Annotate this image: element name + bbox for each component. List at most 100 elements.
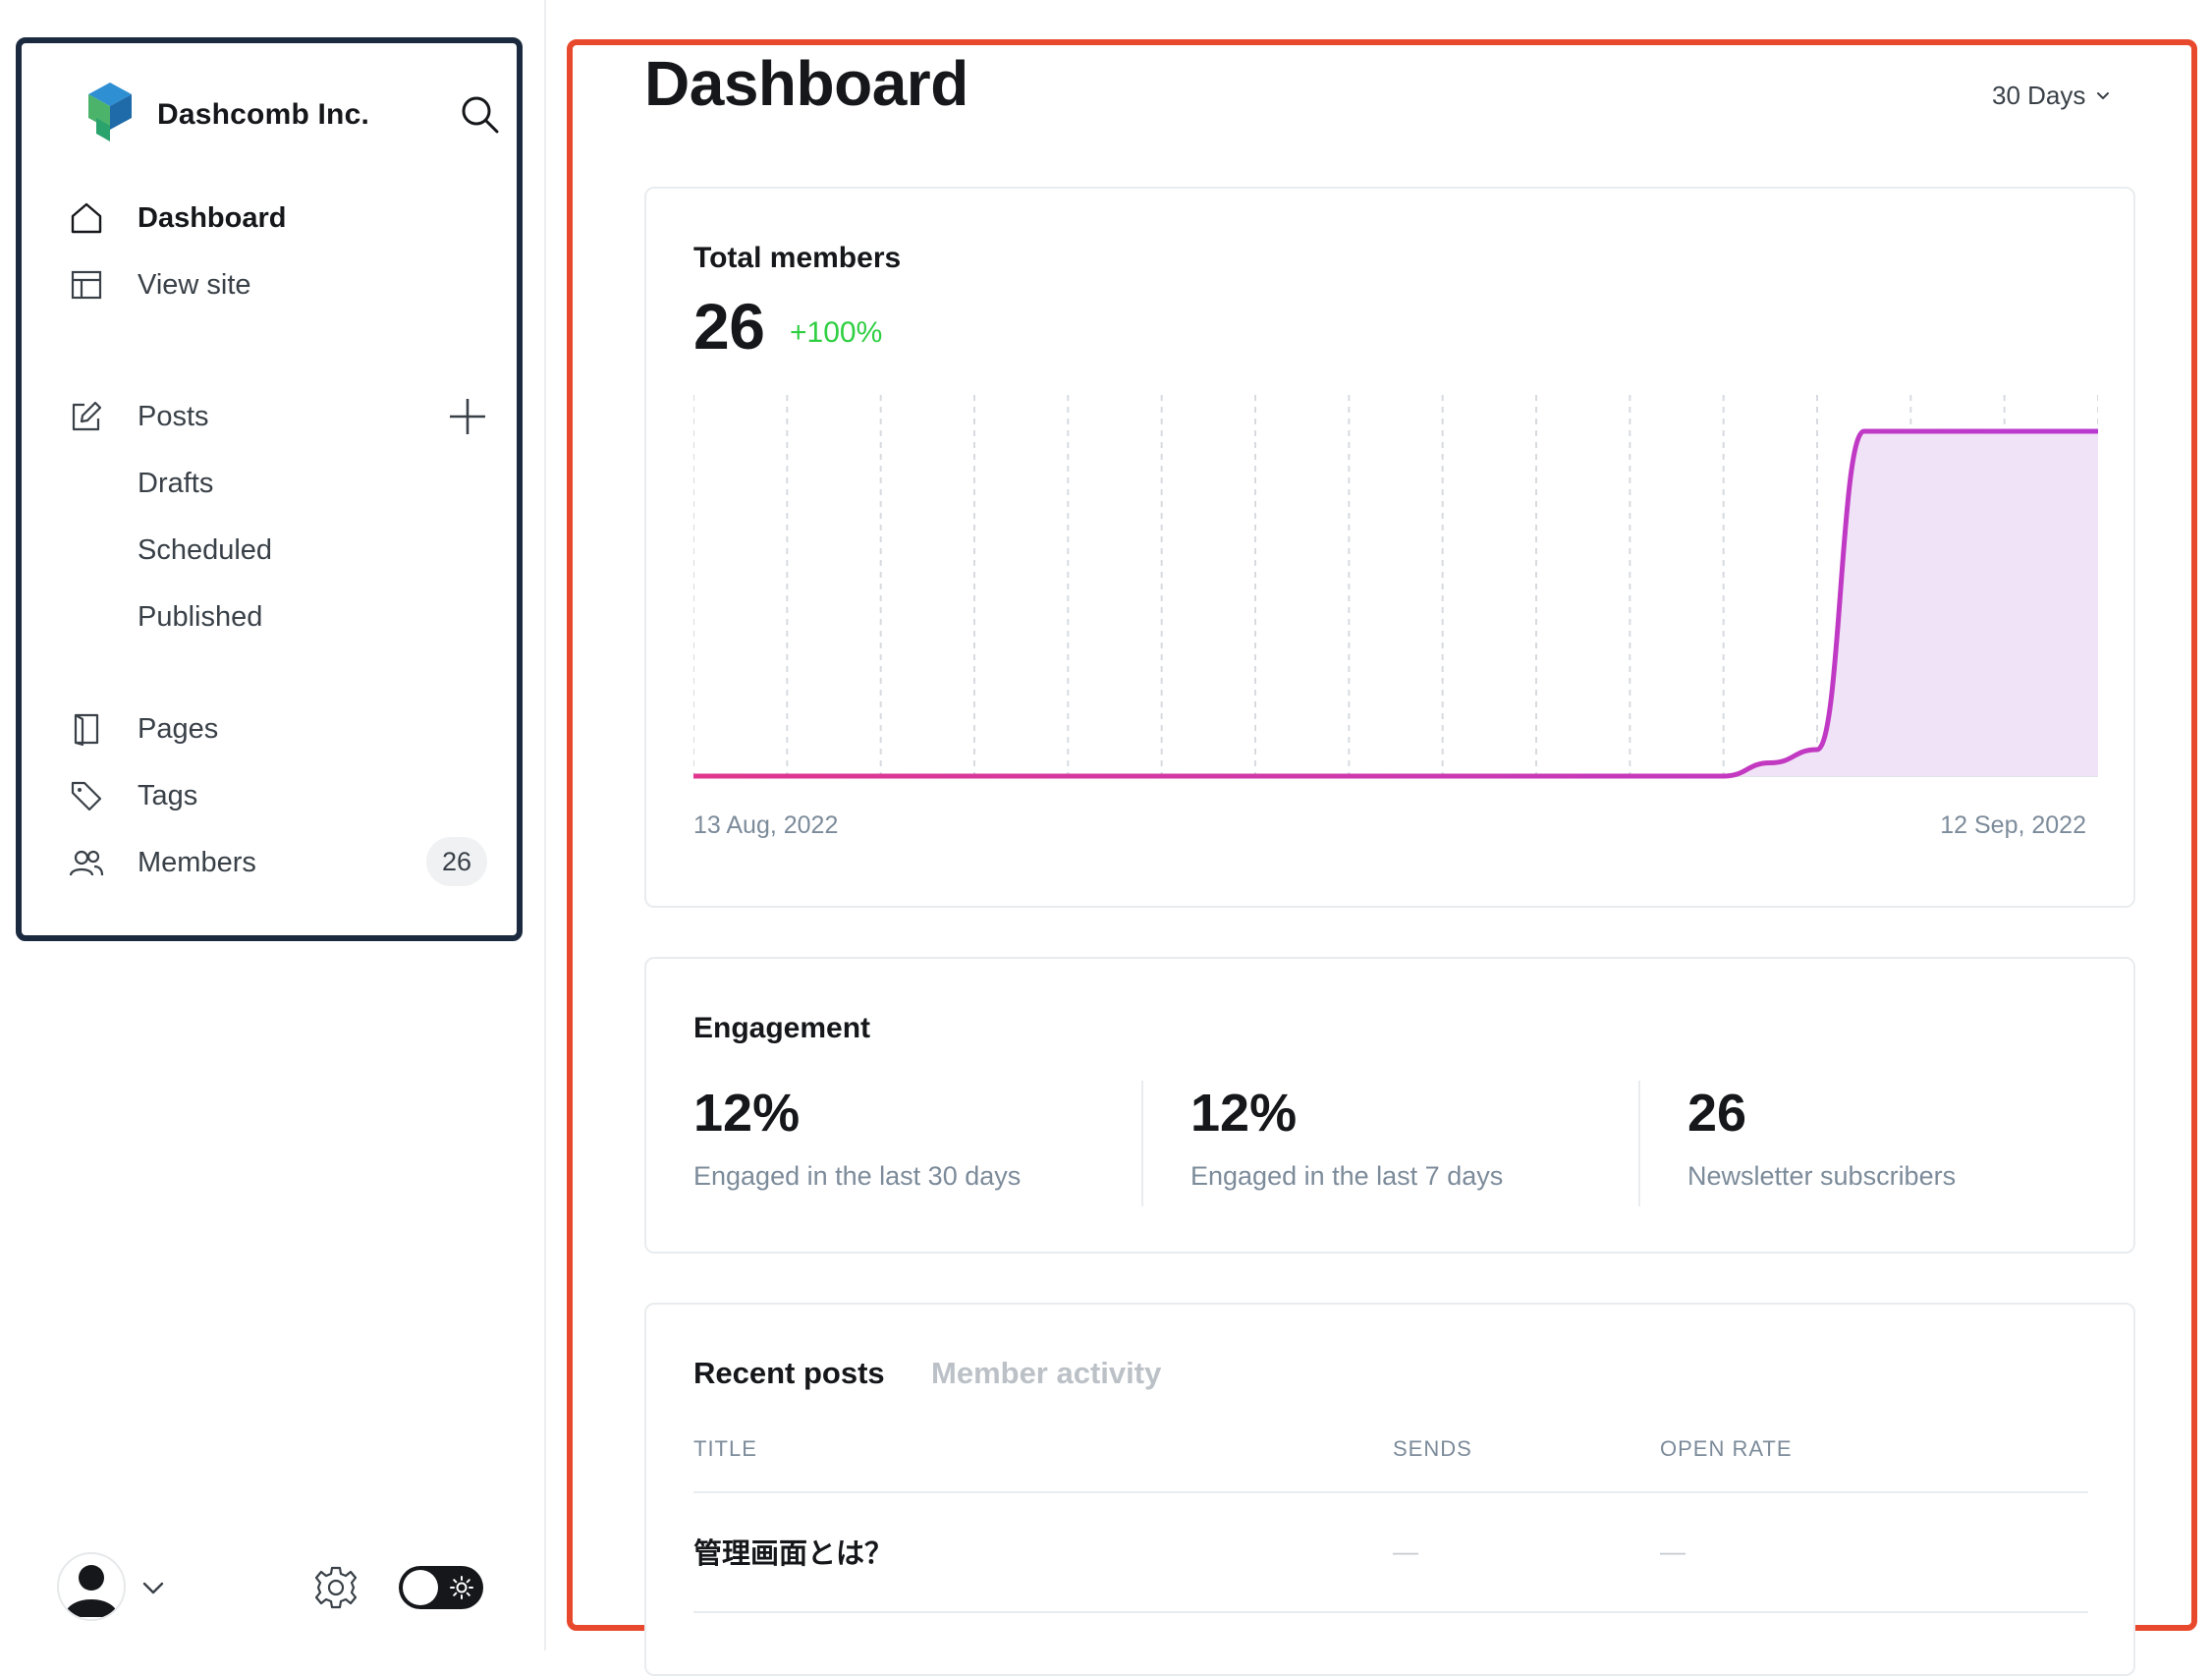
engagement-divider <box>1141 1081 1143 1206</box>
engagement-divider <box>1638 1081 1640 1206</box>
sidebar-footer <box>0 1552 546 1621</box>
chevron-down-icon <box>2097 91 2110 99</box>
chart-point-2022-08-20[interactable] <box>1016 770 1027 782</box>
sun-icon <box>450 1576 473 1599</box>
page-title: Dashboard <box>644 48 968 119</box>
recent-posts-card: Recent posts Member activity TITLE SENDS… <box>644 1303 2135 1676</box>
engagement-value: 26 <box>1687 1084 1747 1143</box>
brand-logo-icon[interactable] <box>88 83 132 141</box>
nav-dashboard-label: Dashboard <box>138 201 287 234</box>
search-icon[interactable] <box>458 92 501 136</box>
members-chart[interactable] <box>693 395 2098 788</box>
tab-member-activity[interactable]: Member activity <box>931 1356 1162 1390</box>
chart-point-2022-09-04[interactable] <box>1718 770 1730 782</box>
chart-point-2022-08-28[interactable] <box>1390 770 1402 782</box>
engagement-card: Engagement 12% Engaged in the last 30 da… <box>644 957 2135 1254</box>
tab-recent-posts[interactable]: Recent posts <box>693 1356 885 1390</box>
nav-members[interactable]: Members <box>69 837 256 888</box>
date-range-select[interactable]: 30 Days <box>1992 81 2111 111</box>
chart-point-2022-08-30[interactable] <box>1483 770 1495 782</box>
column-header-title: TITLE <box>693 1436 757 1461</box>
chart-point-2022-08-19[interactable] <box>968 770 980 782</box>
sidebar-highlight-frame: Dashcomb Inc. <box>16 37 523 941</box>
chart-point-2022-08-16[interactable] <box>828 770 840 782</box>
engagement-label: Newsletter subscribers <box>1687 1161 1957 1191</box>
members-count-badge: 26 <box>426 837 487 886</box>
chart-point-2022-09-02[interactable] <box>1624 770 1635 782</box>
chart-point-2022-08-29[interactable] <box>1437 770 1449 782</box>
column-header-sends: SENDS <box>1393 1436 1472 1461</box>
newsletter-subscribers: 26 Newsletter subscribers <box>1687 1083 2184 1206</box>
nav-posts-label: Posts <box>138 400 209 432</box>
chart-point-2022-08-31[interactable] <box>1530 770 1542 782</box>
total-members-value: 26 <box>693 290 765 363</box>
engagement-label: Engaged in the last 30 days <box>693 1161 1022 1191</box>
chart-point-2022-08-14[interactable] <box>735 770 747 782</box>
nav-view-site[interactable]: View site <box>69 259 251 310</box>
post-open-rate: — <box>1660 1536 1686 1566</box>
user-avatar-icon[interactable] <box>57 1552 126 1621</box>
chart-point-2022-08-22[interactable] <box>1109 770 1121 782</box>
nav-dashboard[interactable]: Dashboard <box>69 193 286 244</box>
chart-point-2022-09-05[interactable] <box>1764 757 1776 769</box>
chart-point-2022-09-07[interactable] <box>1858 425 1870 437</box>
brand-header: Dashcomb Inc. <box>77 61 509 147</box>
nav-members-label: Members <box>138 846 256 878</box>
chart-point-2022-09-09[interactable] <box>1952 425 1963 437</box>
members-line <box>693 428 2098 779</box>
engagement-label: Engaged in the last 7 days <box>1190 1161 1504 1191</box>
chart-point-2022-08-25[interactable] <box>1249 770 1261 782</box>
members-area <box>693 431 2098 776</box>
chevron-down-icon[interactable] <box>139 1574 167 1601</box>
chart-point-2022-08-26[interactable] <box>1297 770 1308 782</box>
post-sends: — <box>1393 1536 1418 1566</box>
chart-point-2022-08-13[interactable] <box>693 770 699 782</box>
theme-toggle[interactable] <box>399 1566 483 1609</box>
gear-icon[interactable] <box>312 1564 359 1611</box>
nav-pages[interactable]: Pages <box>69 703 218 754</box>
users-icon <box>69 845 104 880</box>
nav-drafts[interactable]: Drafts <box>138 467 214 499</box>
chart-point-2022-09-03[interactable] <box>1671 770 1683 782</box>
book-icon <box>69 711 104 747</box>
total-members-growth: +100% <box>790 316 883 349</box>
chart-point-2022-08-21[interactable] <box>1062 770 1074 782</box>
chart-point-2022-08-27[interactable] <box>1343 770 1355 782</box>
nav-published[interactable]: Published <box>138 600 263 633</box>
chart-x-start-label: 13 Aug, 2022 <box>693 811 839 839</box>
chart-point-2022-09-06[interactable] <box>1811 744 1823 755</box>
nav-posts[interactable]: Posts <box>69 391 209 442</box>
total-members-card: Total members 26 +100% 13 Aug, 2022 12 S… <box>644 187 2135 908</box>
chart-point-2022-09-01[interactable] <box>1577 770 1589 782</box>
column-header-open-rate: OPEN RATE <box>1660 1436 1793 1461</box>
engagement-value: 12% <box>1190 1084 1298 1143</box>
table-divider <box>693 1611 2088 1613</box>
nav-tags[interactable]: Tags <box>69 770 197 821</box>
chart-point-2022-08-17[interactable] <box>875 770 887 782</box>
home-icon <box>69 200 104 236</box>
total-members-title: Total members <box>693 242 902 274</box>
chart-point-2022-08-24[interactable] <box>1202 770 1214 782</box>
brand-name: Dashcomb Inc. <box>157 98 369 131</box>
engagement-title: Engagement <box>693 1012 871 1044</box>
toggle-knob <box>403 1570 438 1605</box>
chart-point-2022-09-10[interactable] <box>1999 425 2011 437</box>
engagement-7-days: 12% Engaged in the last 7 days <box>1190 1083 1687 1206</box>
layout-icon <box>69 267 104 303</box>
nav-view-site-label: View site <box>138 268 251 301</box>
chart-point-2022-09-08[interactable] <box>1905 425 1916 437</box>
chart-point-2022-08-23[interactable] <box>1156 770 1168 782</box>
chart-point-2022-09-11[interactable] <box>2045 425 2057 437</box>
plus-icon[interactable] <box>446 395 489 438</box>
chart-point-2022-08-15[interactable] <box>781 770 793 782</box>
table-divider <box>693 1491 2088 1493</box>
nav-scheduled[interactable]: Scheduled <box>138 533 273 566</box>
date-range-label: 30 Days <box>1992 81 2086 110</box>
post-title-link[interactable]: 管理画面とは？ <box>693 1538 894 1570</box>
tag-icon <box>69 778 104 813</box>
engagement-30-days: 12% Engaged in the last 30 days <box>693 1083 1190 1206</box>
nav-tags-label: Tags <box>138 779 198 811</box>
chart-point-2022-08-18[interactable] <box>921 770 933 782</box>
sidebar: Dashcomb Inc. Dashboard View site Posts … <box>0 0 546 1650</box>
pencil-square-icon <box>69 399 104 434</box>
